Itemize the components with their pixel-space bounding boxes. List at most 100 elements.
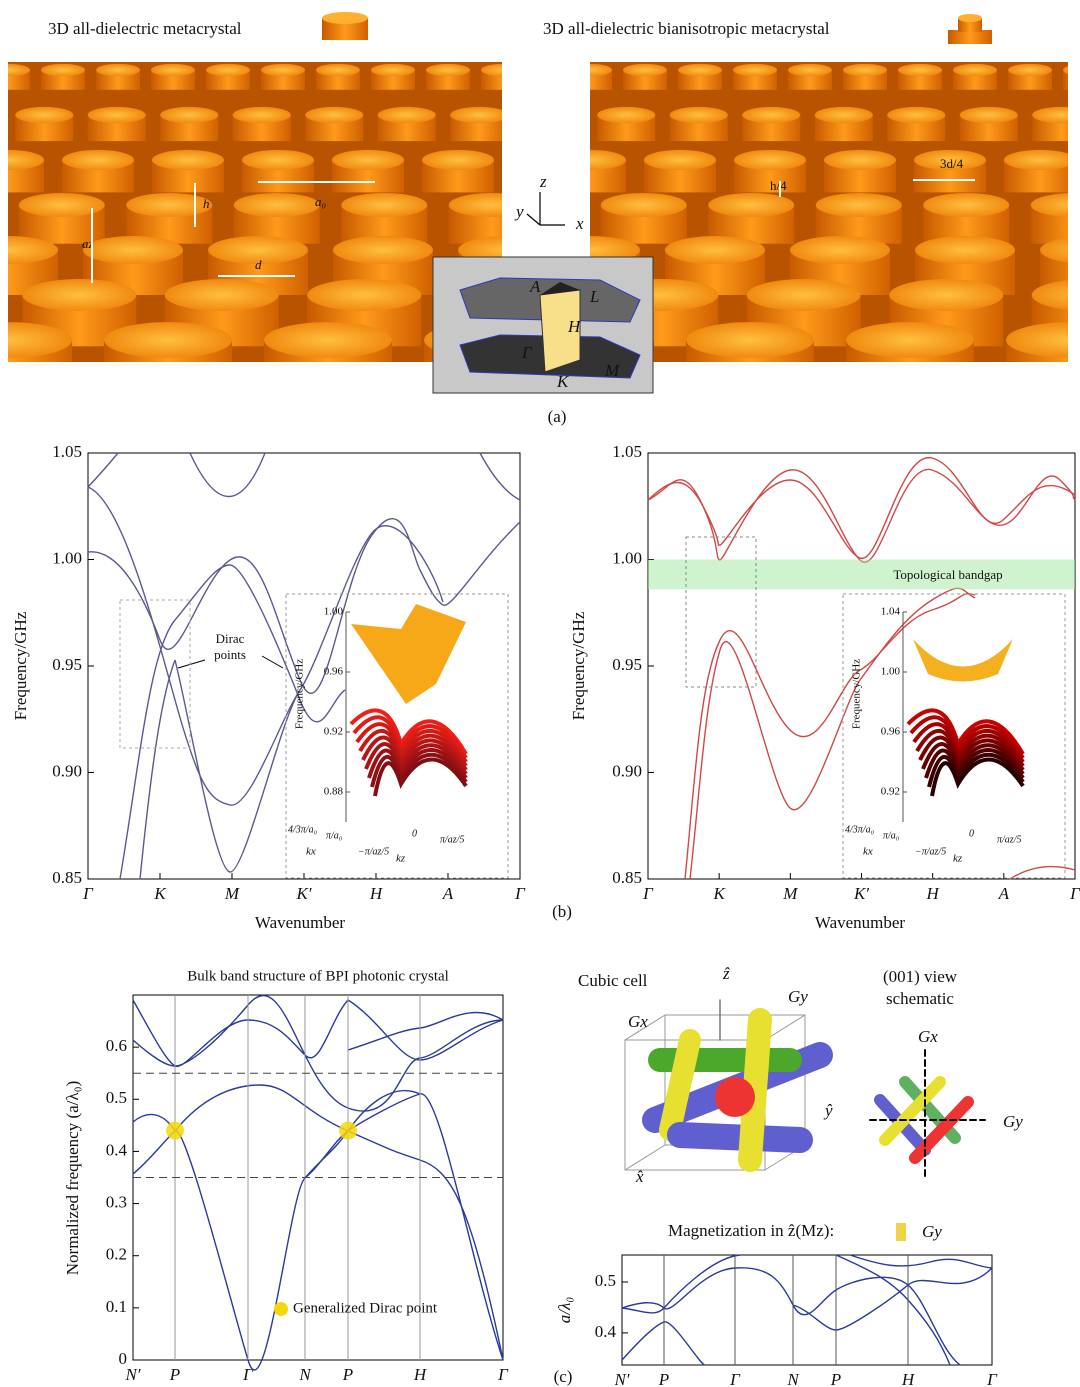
cylinder-top bbox=[669, 106, 728, 124]
band-curve bbox=[647, 469, 1076, 563]
axis-title: Frequency/GHz bbox=[11, 611, 30, 720]
x-tick-label: Γ bbox=[642, 884, 654, 903]
y-tick-label: 0.85 bbox=[52, 868, 82, 887]
x-tick-label: P bbox=[658, 1370, 669, 1387]
cylinder-top bbox=[512, 150, 584, 170]
cylinder-top bbox=[422, 149, 494, 171]
inset-axis-name: kz bbox=[396, 853, 406, 865]
x-tick-label: M bbox=[782, 884, 798, 903]
dirac-point bbox=[339, 1121, 357, 1140]
inset-tick-label: 1.00 bbox=[881, 666, 901, 678]
inset-tick-label: 4/3π/a₀ bbox=[845, 824, 875, 835]
cylinder-top bbox=[590, 63, 612, 77]
cylinder-top bbox=[41, 63, 85, 77]
rod-label: Gy bbox=[1003, 1112, 1023, 1131]
cylinder-top bbox=[959, 106, 1018, 124]
cylinder-top bbox=[104, 322, 232, 358]
dashed-box bbox=[685, 536, 757, 688]
x-tick-label: P bbox=[169, 1365, 180, 1384]
annotation: Topological bandgap bbox=[893, 567, 1002, 582]
y-tick-label: 1.00 bbox=[52, 548, 82, 567]
y-tick-label: 1.05 bbox=[612, 442, 642, 461]
cylinder-top bbox=[233, 192, 320, 218]
band-curve bbox=[647, 457, 1076, 559]
rod-label: Gy bbox=[788, 987, 808, 1006]
cylinder-top bbox=[332, 149, 404, 171]
cylinder-icon bbox=[322, 18, 368, 40]
cylinder-top bbox=[450, 106, 502, 124]
cylinder-top bbox=[898, 63, 942, 77]
axis-name: x bbox=[575, 214, 584, 233]
band-curve bbox=[119, 564, 346, 880]
y-tick-label: 0.85 bbox=[612, 868, 642, 887]
inset-tick-label: π/az/5 bbox=[440, 834, 464, 845]
inset-tick-label: 0.92 bbox=[881, 786, 900, 798]
cylinder bbox=[0, 115, 1, 141]
cylinder-top bbox=[746, 279, 861, 311]
annotation-arrow bbox=[177, 655, 284, 669]
bandgap-band bbox=[648, 559, 1075, 590]
bz-point: H bbox=[567, 317, 582, 336]
axis-name: z bbox=[539, 172, 547, 191]
caption: (a) bbox=[548, 407, 567, 426]
cylinder bbox=[512, 160, 584, 192]
cylinder-top bbox=[316, 63, 360, 77]
axis-name: ẑ bbox=[722, 964, 730, 983]
caption: (c) bbox=[554, 1367, 573, 1386]
cylinder-top bbox=[151, 63, 195, 77]
x-tick-label: M bbox=[224, 884, 240, 903]
cylinder-top bbox=[87, 106, 146, 124]
axis-name: ŷ bbox=[823, 1101, 833, 1120]
cylinder-icon bbox=[958, 18, 982, 32]
cylinder-top bbox=[513, 64, 557, 76]
inset-axis-name: kz bbox=[953, 853, 963, 865]
plot-title: Bulk band structure of BPI photonic crys… bbox=[187, 968, 449, 984]
x-tick-label: A bbox=[442, 884, 454, 903]
band-curve bbox=[87, 452, 119, 488]
cylinder-top bbox=[734, 149, 806, 171]
cylinder-top bbox=[208, 236, 308, 264]
x-tick-label: K′ bbox=[295, 884, 311, 903]
axis-title: Frequency/GHz bbox=[569, 611, 588, 720]
dimension-label: az bbox=[82, 236, 94, 251]
cylinder-icon bbox=[958, 14, 982, 22]
band-curve bbox=[132, 999, 349, 1067]
band-curve bbox=[1009, 865, 1076, 880]
cylinder-top bbox=[493, 193, 579, 217]
cylinder-top bbox=[1008, 63, 1052, 77]
dimension-label: h/4 bbox=[770, 178, 787, 193]
x-tick-label: P bbox=[830, 1370, 841, 1387]
band-curve bbox=[849, 1254, 993, 1269]
inset-tick-label: −π/az/5 bbox=[358, 846, 389, 857]
title: 3D all-dielectric metacrystal bbox=[48, 19, 242, 38]
cylinder-top bbox=[923, 192, 1010, 218]
y-tick-label: 0.3 bbox=[106, 1192, 127, 1211]
cylinder-icon bbox=[948, 30, 992, 44]
y-tick-label: 0.2 bbox=[106, 1245, 127, 1264]
y-tick-label: 0.4 bbox=[106, 1140, 128, 1159]
inset-tick-label: 0.92 bbox=[324, 726, 343, 738]
band-curve bbox=[621, 1267, 961, 1366]
cylinder bbox=[523, 115, 581, 141]
cylinder-top bbox=[1032, 106, 1068, 124]
dashed-box bbox=[119, 599, 191, 749]
cylinder-top bbox=[953, 63, 997, 77]
inset-axis-name: kx bbox=[306, 846, 316, 858]
cylinder bbox=[513, 70, 557, 90]
cylinder-top bbox=[597, 106, 656, 124]
x-tick-label: H bbox=[413, 1365, 428, 1384]
cylinder-top bbox=[261, 63, 305, 77]
y-tick-label: 0.5 bbox=[106, 1088, 127, 1107]
y-tick-label: 1.00 bbox=[612, 548, 642, 567]
cylinder-top bbox=[644, 149, 716, 171]
cylinder-top bbox=[846, 322, 974, 358]
cylinder-top bbox=[788, 63, 832, 77]
band-curve bbox=[835, 1254, 951, 1366]
rod-icon bbox=[896, 1223, 906, 1241]
cylinder-top bbox=[678, 63, 722, 77]
y-tick-label: 0.90 bbox=[52, 761, 82, 780]
cylinder-top bbox=[426, 63, 470, 77]
band-curve bbox=[139, 659, 176, 880]
label: (001) view bbox=[883, 967, 958, 986]
inset-axis-title: Frequency/GHz bbox=[294, 659, 306, 729]
